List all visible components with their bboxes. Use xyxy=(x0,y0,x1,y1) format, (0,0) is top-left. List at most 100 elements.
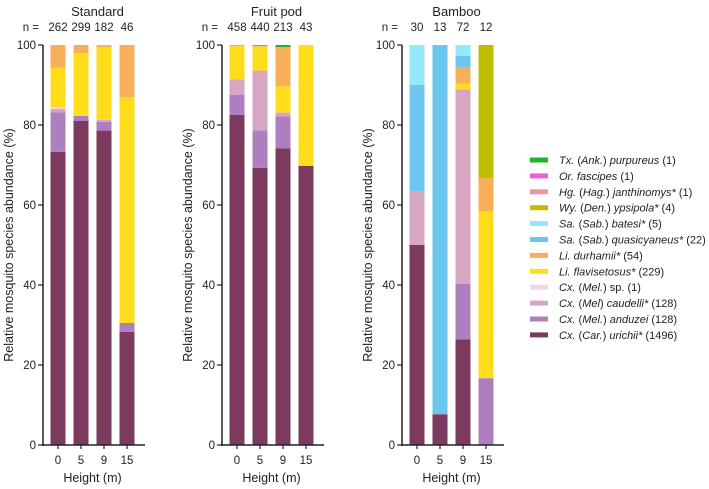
x-tick-label: 5 xyxy=(78,455,84,467)
y-tick-label: 60 xyxy=(382,200,395,212)
bar-segment-batesi xyxy=(455,45,471,56)
bar-segment-durhamii xyxy=(50,45,66,68)
legend-label-part: Li. flavisetosus* xyxy=(559,266,636,278)
legend-label: Hg. (Hag.) janthinomys* (1) xyxy=(559,187,692,199)
legend-label-part: anduzei xyxy=(610,314,649,326)
legend-label-part: Car. xyxy=(582,330,602,342)
legend-swatch xyxy=(530,157,548,163)
x-tick-label: 0 xyxy=(55,455,61,467)
bar-segment-urichii xyxy=(455,339,471,445)
legend-item-flavisetosus: Li. flavisetosus* (229) xyxy=(530,266,664,278)
bar-segment-flavisetosus xyxy=(119,97,135,323)
y-tick-label: 0 xyxy=(30,440,36,452)
bar-segment-urichii xyxy=(119,331,135,445)
bar-segment-ypsipola xyxy=(478,45,494,179)
legend-label-part: ) xyxy=(603,314,610,326)
bar-segment-anduzei xyxy=(275,116,291,149)
legend-label-part: Hag. xyxy=(583,187,606,199)
bar-segment-fascipes xyxy=(252,45,268,47)
panel-title: Standard xyxy=(71,4,124,19)
bar-segment-quasicyaneus xyxy=(432,45,448,415)
y-tick-label: 40 xyxy=(202,280,215,292)
x-axis-label: Height (m) xyxy=(242,471,300,485)
legend-label: Sa. (Sab.) batesi* (5) xyxy=(559,219,662,231)
legend: Tx. (Ank.) purpureus (1) Or. fascipes (1)… xyxy=(530,155,706,342)
n-label: 12 xyxy=(480,22,493,34)
legend-label-part: ) xyxy=(607,203,614,215)
legend-label-part: ( xyxy=(574,155,581,167)
legend-swatch xyxy=(530,284,548,290)
legend-swatch xyxy=(530,332,548,338)
legend-item-fascipes: Or. fascipes (1) xyxy=(530,171,634,183)
y-axis-label: Relative mosquito species abundance (%) xyxy=(361,128,375,361)
legend-label-part: Wy. xyxy=(559,203,577,215)
legend-label-part: Mel. xyxy=(582,314,603,326)
bar-segment-flavisetosus xyxy=(96,47,112,120)
legend-label-part: ) xyxy=(606,187,613,199)
n-prefix: n = xyxy=(382,22,399,34)
legend-label-part: Mel xyxy=(582,298,600,310)
legend-label-part: janthinomys* xyxy=(611,187,677,199)
legend-label: Li. flavisetosus* (229) xyxy=(559,266,664,278)
n-label: 43 xyxy=(300,22,313,34)
n-label: 46 xyxy=(121,22,134,34)
legend-label-part: Or. fascipes xyxy=(559,171,618,183)
x-tick-label: 9 xyxy=(280,455,286,467)
bar-segment-caudelli xyxy=(455,89,471,284)
legend-label-part: Cx. xyxy=(559,298,576,310)
bar-segment-anduzei xyxy=(455,283,471,340)
bar-segment-anduzei xyxy=(119,323,135,332)
legend-label-part: caudelli* xyxy=(607,298,649,310)
bar-segment-urichii xyxy=(432,414,448,445)
legend-label-part: (1) xyxy=(659,155,676,167)
bar-segment-flavisetosus xyxy=(478,211,494,379)
bar-segment-urichii xyxy=(275,148,291,445)
bar-segment-urichii xyxy=(50,151,66,446)
legend-label-part: Sa. xyxy=(559,219,576,231)
legend-label: Cx. (Mel.) anduzei (128) xyxy=(559,314,677,326)
bar-segment-caudelli xyxy=(229,79,245,95)
legend-label-part: ( xyxy=(577,203,584,215)
y-tick-label: 100 xyxy=(376,40,395,52)
bar-segment-flavisetosus xyxy=(275,86,291,113)
n-label: 262 xyxy=(48,22,67,34)
legend-label-part: Sab. xyxy=(582,219,605,231)
bar-segment-batesi xyxy=(409,45,425,85)
x-tick-label: 5 xyxy=(437,455,443,467)
bar-segment-flavisetosus xyxy=(252,46,268,71)
x-tick-label: 15 xyxy=(121,455,134,467)
bar-segment-caudelli xyxy=(409,191,425,245)
y-tick-label: 80 xyxy=(202,120,215,132)
x-tick-label: 9 xyxy=(460,455,466,467)
legend-label-part: ) xyxy=(605,235,612,247)
x-tick-label: 5 xyxy=(257,455,263,467)
bar-segment-caudelli xyxy=(252,70,268,131)
bar-segment-anduzei xyxy=(50,112,66,152)
legend-swatch xyxy=(530,300,548,306)
legend-swatch xyxy=(530,268,548,274)
bar-segment-urichii xyxy=(96,130,112,445)
n-label: 72 xyxy=(457,22,470,34)
n-prefix: n = xyxy=(23,22,40,34)
legend-label-part: urichii* xyxy=(609,330,643,342)
legend-label-part: (1) xyxy=(617,171,634,183)
bar-segment-caudelli xyxy=(50,109,66,113)
legend-label-part: (1) xyxy=(676,187,693,199)
y-tick-label: 80 xyxy=(382,120,395,132)
legend-label-part: ) xyxy=(603,330,610,342)
legend-label-part: Hg. xyxy=(559,187,576,199)
bar-segment-caudelli xyxy=(96,119,112,122)
legend-label-part: Cx. xyxy=(559,314,576,326)
legend-item-purpureus: Tx. (Ank.) purpureus (1) xyxy=(530,155,676,167)
n-label: 182 xyxy=(94,22,113,34)
y-tick-label: 20 xyxy=(382,360,395,372)
legend-item-batesi: Sa. (Sab.) batesi* (5) xyxy=(530,219,662,231)
n-label: 440 xyxy=(250,22,269,34)
n-prefix: n = xyxy=(202,22,219,34)
y-tick-label: 20 xyxy=(202,360,215,372)
legend-swatch xyxy=(530,189,548,195)
legend-label-part: (5) xyxy=(645,219,662,231)
bar-segment-flavisetosus xyxy=(455,83,471,90)
